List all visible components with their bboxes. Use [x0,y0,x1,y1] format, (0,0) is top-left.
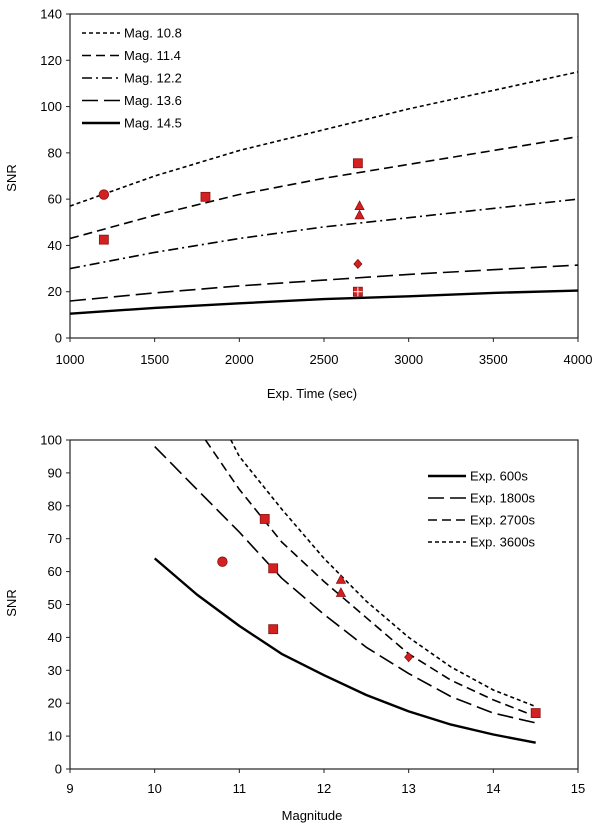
y-tick-label: 140 [40,7,62,22]
y-tick-label: 120 [40,53,62,68]
data-point-square [98,234,109,245]
legend-label: Exp. 600s [470,469,528,484]
plot-area: 0 10 20 30 40 50 60 70 80 90 100 9 10 11 12 13 14 15 Exp. … [40,433,585,797]
x-tick-label: 3000 [394,352,423,367]
data-point-triangle [335,587,347,597]
data-point-square-cross [352,286,363,297]
data-point-square [352,158,363,169]
plot-frame [69,439,579,770]
y-tick-label: 60 [48,192,62,207]
series-line-exp-3600s [230,440,536,708]
series-line-exp-1800s [154,446,536,724]
y-tick-label: 30 [48,663,62,678]
series-line-mag-11-4 [70,135,578,240]
series-line-mag-14-5 [70,289,578,315]
x-tick-label: 3500 [479,352,508,367]
x-tick-label: 14 [486,781,500,796]
x-tick-label: 2000 [225,352,254,367]
snr-vs-exposure-time-chart: 0 20 40 60 80 100 120 140 1000 1500 2000 2500 3000 35… [4,7,592,402]
y-axis-title: SNR [4,164,19,191]
x-axis-title: Magnitude [282,808,343,823]
y-tick-label: 10 [48,729,62,744]
y-tick-label: 0 [55,331,62,346]
x-tick-label: 15 [571,781,585,796]
data-point-square [200,191,211,202]
legend-label: Exp. 2700s [470,513,536,528]
legend-label: Mag. 14.5 [124,116,182,131]
x-tick-label: 2500 [310,352,339,367]
data-point-diamond [404,652,414,663]
y-tick-label: 80 [48,145,62,160]
y-tick-label: 70 [48,531,62,546]
series-line-exp-2700s [204,440,536,718]
legend: Mag. 10.8 Mag. 11.4 Mag. 12.2 Mag. 13.6 Mag.… [82,26,182,131]
y-tick-label: 100 [40,433,62,448]
y-tick-label: 0 [55,762,62,777]
snr-vs-magnitude-chart: 0 10 20 30 40 50 60 70 80 90 100 9 10 11 12 13 14 15 Exp. … [4,433,585,824]
x-tick-label: 1000 [56,352,85,367]
y-tick-label: 20 [48,696,62,711]
data-point-square [530,708,541,718]
data-point-square [268,624,279,635]
x-tick-label: 9 [66,781,73,796]
y-tick-label: 40 [48,630,62,645]
data-point-square [259,514,270,524]
series-line-mag-12-2 [70,198,578,270]
y-tick-label: 60 [48,564,62,579]
data-point-circle [98,189,110,200]
legend-label: Mag. 10.8 [124,26,182,41]
y-tick-label: 40 [48,238,62,253]
legend-label: Mag. 13.6 [124,93,182,108]
data-point-square [268,563,279,574]
x-axis-title: Exp. Time (sec) [267,386,357,401]
y-tick-label: 100 [40,99,62,114]
x-tick-label: 11 [233,781,247,796]
legend-label: Mag. 12.2 [124,71,182,86]
y-tick-label: 20 [48,284,62,299]
series-line-mag-13-6 [70,264,578,302]
legend-label: Exp. 3600s [470,535,536,550]
data-point-diamond [353,258,363,270]
y-axis-title: SNR [4,589,19,616]
plot-area: 0 20 40 60 80 100 120 140 1000 1500 2000 2500 3000 35… [40,7,592,368]
x-tick-label: 1500 [140,352,169,367]
data-point-circle [217,556,228,567]
data-point-triangle [354,209,365,220]
y-tick-label: 50 [48,597,62,612]
legend-label: Exp. 1800s [470,491,536,506]
data-point-triangle [335,573,347,584]
x-tick-label: 10 [147,781,161,796]
x-tick-label: 12 [317,781,331,796]
y-tick-label: 90 [48,465,62,480]
x-tick-label: 4000 [564,352,593,367]
series-line-exp-600s [153,557,536,744]
x-tick-label: 13 [401,781,415,796]
data-point-triangle [354,200,365,210]
legend-label: Mag. 11.4 [124,48,181,63]
legend: Exp. 600s Exp. 1800s Exp. 2700s Exp. 3600s [428,469,536,550]
y-tick-label: 80 [48,498,62,513]
